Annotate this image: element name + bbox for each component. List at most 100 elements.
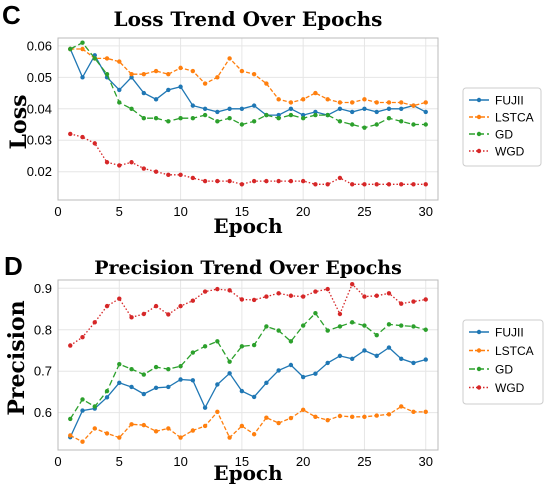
loss-point-wgd <box>300 178 306 184</box>
loss-point-gd <box>374 122 379 127</box>
legend-marker-wgd <box>476 385 482 390</box>
precision-legend: FUJII LSTCA GD WGD <box>462 319 544 405</box>
loss-point-lstca <box>227 56 232 61</box>
precision-y-tick-label: 0.9 <box>34 281 52 296</box>
loss-point-gd <box>325 112 330 118</box>
precision-point-wgd <box>288 293 294 298</box>
precision-point-wgd <box>276 291 281 296</box>
loss-plot-frame <box>57 37 439 201</box>
loss-point-fujii <box>141 90 147 96</box>
loss-point-fujii <box>166 87 171 93</box>
loss-point-wgd <box>251 178 257 184</box>
precision-point-fujii <box>153 385 159 391</box>
precision-point-lstca <box>104 431 110 436</box>
loss-point-lstca <box>423 100 428 105</box>
loss-point-wgd <box>92 141 97 146</box>
loss-point-wgd <box>215 178 220 184</box>
loss-series-gd <box>68 40 428 130</box>
loss-point-gd <box>202 112 208 118</box>
loss-point-wgd <box>288 178 294 184</box>
precision-point-gd <box>411 324 416 329</box>
loss-point-fujii <box>190 103 196 108</box>
loss-point-gd <box>276 116 281 121</box>
loss-point-wgd <box>153 169 159 174</box>
precision-point-fujii <box>313 371 318 376</box>
legend-marker-gd <box>476 131 482 137</box>
loss-point-fujii <box>313 109 318 115</box>
precision-point-fujii <box>374 353 379 359</box>
precision-point-wgd <box>153 303 159 309</box>
loss-point-wgd <box>411 182 416 187</box>
precision-point-fujii <box>215 382 220 387</box>
loss-point-lstca <box>313 90 318 96</box>
loss-point-gd <box>166 119 171 124</box>
loss-point-fujii <box>362 106 367 111</box>
precision-point-lstca <box>349 414 355 420</box>
legend-label-fujii: FUJII <box>495 94 524 108</box>
precision-point-fujii <box>411 360 416 366</box>
precision-line-lstca <box>70 405 426 443</box>
loss-y-tick-label: 0.02 <box>27 164 52 179</box>
loss-point-lstca <box>411 103 416 108</box>
precision-point-gd <box>227 359 232 364</box>
loss-point-lstca <box>300 97 306 102</box>
loss-point-lstca <box>80 46 85 52</box>
loss-point-lstca <box>129 71 134 77</box>
loss-point-fujii <box>80 75 85 80</box>
loss-point-lstca <box>325 97 330 102</box>
legend-marker-lstca <box>476 348 482 353</box>
loss-point-gd <box>178 116 183 121</box>
loss-point-gd <box>153 116 159 121</box>
loss-point-lstca <box>153 68 159 74</box>
loss-point-lstca <box>276 97 281 102</box>
precision-point-gd <box>288 339 294 344</box>
precision-point-fujii <box>349 356 355 361</box>
precision-point-fujii <box>337 353 343 359</box>
precision-point-gd <box>423 327 428 332</box>
loss-point-gd <box>227 116 232 121</box>
precision-chart: D Precision Trend Over Epochs 0 5 10 15 20 25… <box>4 251 544 485</box>
precision-x-axis-label: Epoch <box>213 461 283 485</box>
loss-point-gd <box>386 116 392 121</box>
loss-point-fujii <box>349 109 355 115</box>
loss-point-lstca <box>239 68 245 74</box>
loss-line-fujii <box>69 48 426 116</box>
legend-marker-gd <box>476 366 482 372</box>
loss-point-fujii <box>374 109 379 115</box>
precision-point-lstca <box>190 428 196 433</box>
loss-point-fujii <box>300 112 306 118</box>
precision-y-axis-label: Precision <box>4 300 30 415</box>
loss-point-lstca <box>202 81 208 86</box>
precision-x-tick-label: 15 <box>235 454 249 469</box>
precision-point-wgd <box>386 291 392 296</box>
precision-point-lstca <box>166 426 171 431</box>
precision-point-fujii <box>202 405 208 410</box>
loss-y-tick-label: 0.06 <box>27 38 52 53</box>
precision-point-gd <box>190 350 196 355</box>
loss-point-gd <box>300 116 306 121</box>
precision-point-wgd <box>202 289 208 294</box>
loss-point-lstca <box>251 71 257 77</box>
loss-y-tick-label: 0.05 <box>27 70 52 85</box>
loss-point-fujii <box>288 106 294 111</box>
loss-legend-box <box>462 87 542 167</box>
loss-point-wgd <box>239 182 245 187</box>
precision-line-gd <box>69 312 426 420</box>
loss-point-lstca <box>362 97 367 102</box>
precision-point-gd <box>104 388 110 394</box>
precision-point-gd <box>166 366 171 372</box>
loss-point-lstca <box>288 100 294 105</box>
precision-point-gd <box>239 344 245 349</box>
precision-point-wgd <box>80 335 85 340</box>
precision-point-wgd <box>423 297 428 302</box>
precision-point-wgd <box>349 281 355 287</box>
precision-legend-box <box>462 319 544 405</box>
loss-chart: C Loss Trend Over Epochs 0 5 10 15 20 25 30 0.0… <box>2 0 542 238</box>
loss-point-fujii <box>386 106 392 111</box>
precision-point-lstca <box>399 404 404 409</box>
loss-chart-title: Loss Trend Over Epochs <box>114 7 383 31</box>
precision-point-lstca <box>141 422 147 428</box>
loss-legend: FUJII LSTCA GD WGD <box>462 87 542 167</box>
precision-chart-title: Precision Trend Over Epochs <box>94 257 402 279</box>
precision-point-wgd <box>362 294 367 299</box>
